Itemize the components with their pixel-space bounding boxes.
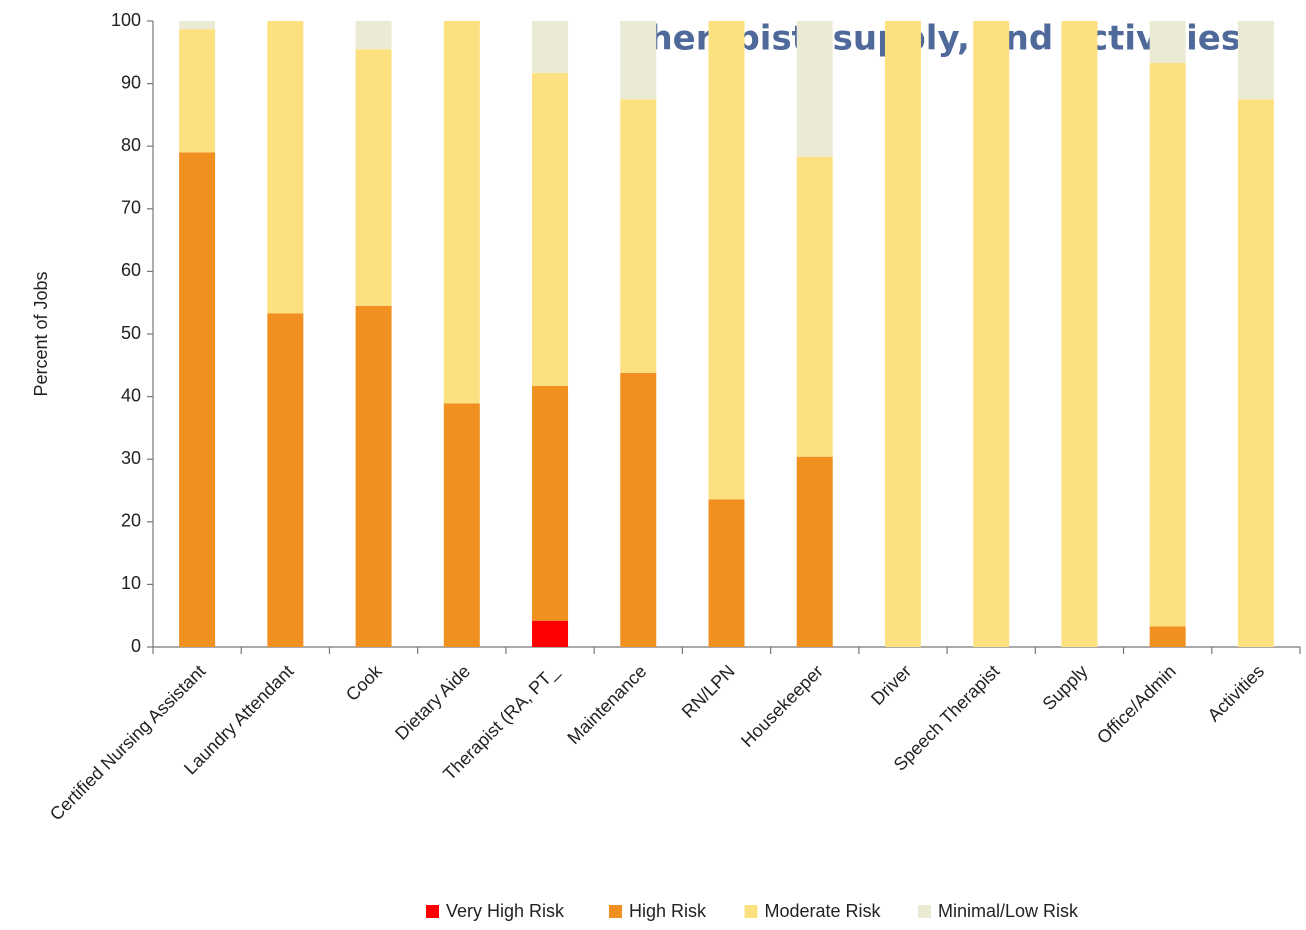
x-tick-label: RN/LPN [678,661,739,722]
bar-segment [267,21,304,314]
bar-segment [1237,21,1274,100]
y-tick-label: 90 [121,72,141,92]
bar-segment [355,305,392,647]
y-tick-label: 10 [121,573,141,593]
bar-segment [179,152,216,647]
bar-segment [443,403,480,647]
legend-label: High Risk [629,901,707,921]
y-tick-label: 80 [121,135,141,155]
bar-segment [884,21,921,647]
bar-segment [620,21,657,100]
bar-segment [796,156,833,457]
y-tick-label: 70 [121,198,141,218]
x-tick-label: Activities [1204,661,1268,725]
legend-swatch [744,905,758,918]
legend-swatch [426,905,439,918]
x-tick-label: Maintenance [563,661,650,748]
bar-segment [620,99,657,373]
bar-segment [267,313,304,647]
legend-swatch [609,905,622,918]
bar-segment [973,21,1010,647]
bar-segment [796,21,833,157]
x-tick-label: Supply [1039,661,1092,714]
bar-segment [620,372,657,647]
bar-segment [532,72,569,386]
legend-label: Very High Risk [446,901,565,921]
y-tick-label: 40 [121,385,141,405]
legend-swatch [918,905,931,918]
y-axis-label: Percent of Jobs [31,271,51,396]
bar-segment [532,620,569,647]
y-tick-label: 30 [121,448,141,468]
bar-segment [1149,21,1186,63]
y-tick-label: 60 [121,260,141,280]
bar-segment [1149,626,1186,647]
bar-segment [179,21,216,30]
bar-segment [355,21,392,50]
bar-segment [1237,99,1274,647]
x-tick-label: Certified Nursing Assistant [46,661,209,824]
bar-segment [708,21,745,500]
x-tick-label: Housekeeper [737,661,827,751]
bar-segment [532,21,569,73]
y-tick-label: 50 [121,323,141,343]
legend-label: Moderate Risk [765,901,882,921]
x-tick-label: Driver [867,661,915,709]
bar-segment [179,29,216,153]
bar-segment [355,49,392,306]
bar-segment [1061,21,1098,647]
y-tick-label: 20 [121,511,141,531]
y-tick-label: 0 [131,636,141,656]
bar-segment [532,385,569,621]
bar-segment [443,21,480,404]
bar-segment [1149,62,1186,627]
x-tick-label: Office/Admin [1093,661,1180,748]
bar-segment [708,499,745,647]
legend-label: Minimal/Low Risk [938,901,1079,921]
x-tick-label: Dietary Aide [391,661,474,744]
y-tick-label: 100 [111,10,141,30]
x-tick-label: Cook [342,660,387,705]
bar-segment [796,456,833,647]
